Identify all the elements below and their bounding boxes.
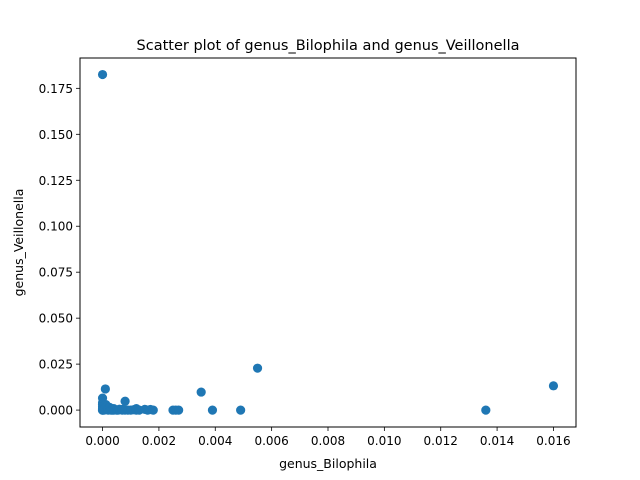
data-point xyxy=(207,405,218,415)
data-point xyxy=(148,405,158,415)
y-axis-ticks: 0.000 0.025 0.050 0.075 0.100 0.125 0.150 0.175 xyxy=(39,82,80,418)
y-tick-label: 0.175 xyxy=(39,82,73,96)
data-point xyxy=(100,384,110,394)
x-axis-ticks: 0.000 0.002 0.004 0.006 0.008 0.010 0.012 0.014… xyxy=(85,427,571,448)
y-tick-label: 0.075 xyxy=(39,266,73,280)
y-tick-label: 0.150 xyxy=(39,128,73,142)
data-point xyxy=(548,381,559,391)
data-point xyxy=(174,405,184,415)
x-axis-label: genus_Bilophila xyxy=(279,456,377,471)
data-point xyxy=(196,387,206,397)
plot-frame xyxy=(79,57,577,428)
y-axis-label: genus_Veillonella xyxy=(11,189,26,297)
x-tick-label: 0.000 xyxy=(85,434,119,448)
y-tick-label: 0.050 xyxy=(39,312,73,326)
x-tick-label: 0.002 xyxy=(142,434,176,448)
y-tick-label: 0.025 xyxy=(39,358,73,372)
y-tick-label: 0.125 xyxy=(39,174,73,188)
data-point xyxy=(236,405,246,415)
data-point xyxy=(481,405,491,415)
data-point xyxy=(252,363,263,373)
x-tick-label: 0.004 xyxy=(198,434,232,448)
y-tick-label: 0.100 xyxy=(39,220,73,234)
x-tick-label: 0.006 xyxy=(254,434,288,448)
data-point xyxy=(97,69,108,80)
y-tick-label: 0.000 xyxy=(39,404,73,418)
x-tick-label: 0.012 xyxy=(424,434,458,448)
x-tick-label: 0.010 xyxy=(367,434,401,448)
x-tick-label: 0.014 xyxy=(480,434,514,448)
chart-title: Scatter plot of genus_Bilophila and genu… xyxy=(137,38,520,54)
x-tick-label: 0.016 xyxy=(536,434,570,448)
data-points xyxy=(97,69,559,415)
x-tick-label: 0.008 xyxy=(311,434,345,448)
data-point xyxy=(120,396,130,406)
